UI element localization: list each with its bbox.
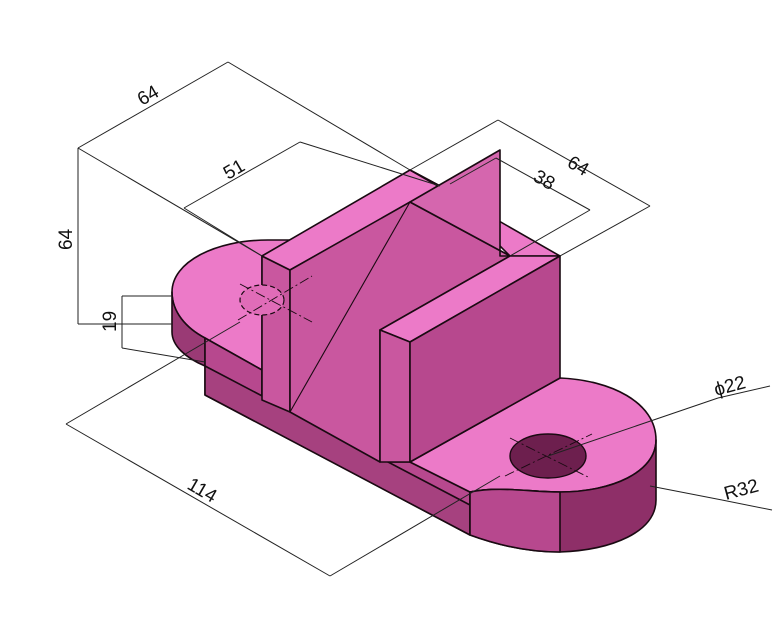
left-hole bbox=[239, 284, 285, 316]
dimension-lines bbox=[65, 61, 773, 577]
right-hole-centerline-b bbox=[509, 437, 591, 479]
left-wall-front bbox=[261, 255, 291, 413]
dim-overall-height: 64 bbox=[56, 228, 77, 250]
dim-base-height: 19 bbox=[100, 311, 121, 332]
part-body bbox=[171, 149, 657, 553]
dim-slot-width: 51 bbox=[220, 156, 249, 185]
dim-top-length: 64 bbox=[134, 81, 163, 110]
right-hole-centerline-a bbox=[504, 433, 593, 477]
slot-floor bbox=[409, 149, 511, 257]
dim-hole-diameter: ϕ22 bbox=[712, 372, 748, 401]
dim-overall-length: 114 bbox=[184, 474, 221, 508]
dim-depth: 64 bbox=[564, 152, 593, 181]
right-block-side bbox=[409, 255, 561, 463]
dim-end-radius: R32 bbox=[722, 476, 761, 505]
right-wall-inner bbox=[379, 329, 411, 463]
left-hole-centerline-a bbox=[237, 275, 313, 321]
base-right-rim-shade bbox=[469, 488, 561, 553]
slot-diagonal bbox=[289, 201, 411, 413]
left-hole-centerline-b bbox=[239, 283, 313, 323]
